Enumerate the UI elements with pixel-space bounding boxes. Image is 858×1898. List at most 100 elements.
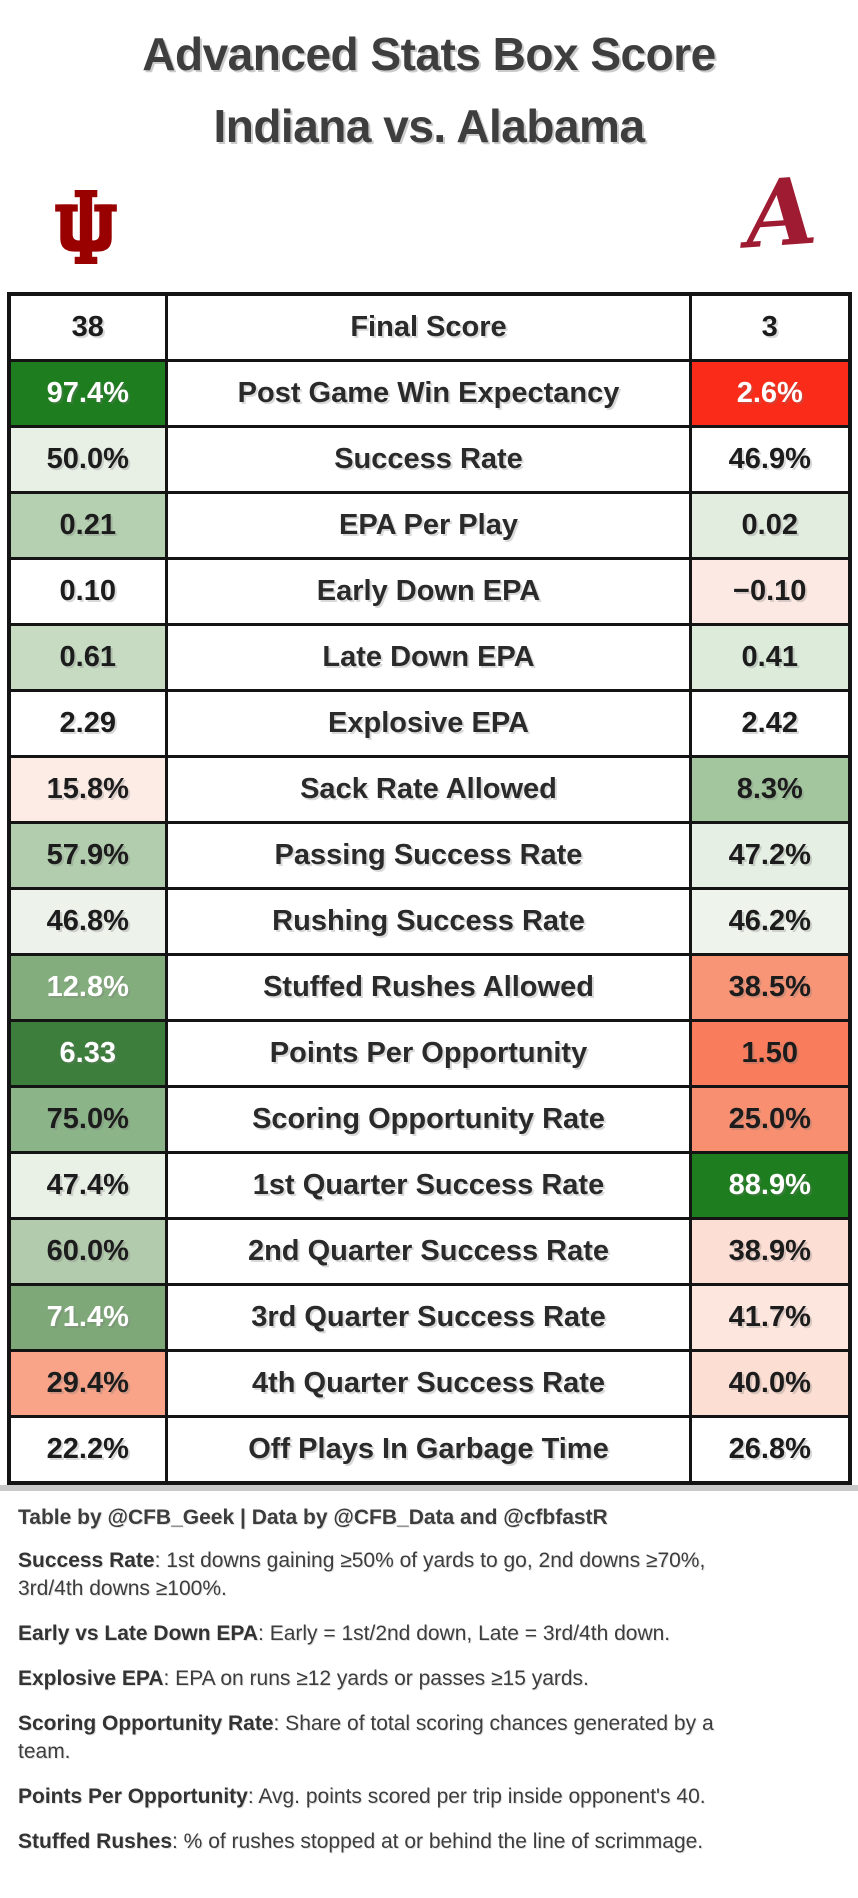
metric-label-cell: Early Down EPA <box>165 557 692 626</box>
table-row: 46.8% Rushing Success Rate 46.2% <box>7 887 851 956</box>
metric-label-cell: Final Score <box>165 292 692 362</box>
table-row: 0.61 Late Down EPA 0.41 <box>7 623 851 692</box>
footnote-label: Success Rate <box>18 1549 155 1572</box>
indiana-value-cell: 47.4% <box>7 1151 168 1220</box>
table-row: 97.4% Post Game Win Expectancy 2.6% <box>7 359 851 428</box>
indiana-value-cell: 97.4% <box>7 359 168 428</box>
alabama-value-cell: 0.41 <box>689 623 851 692</box>
table-row: 71.4% 3rd Quarter Success Rate 41.7% <box>7 1283 851 1352</box>
indiana-value-cell: 6.33 <box>7 1019 168 1088</box>
table-row: 75.0% Scoring Opportunity Rate 25.0% <box>7 1085 851 1154</box>
footnote-label: Stuffed Rushes <box>18 1830 173 1853</box>
metric-label-cell: 1st Quarter Success Rate <box>165 1151 692 1220</box>
metric-label-cell: Sack Rate Allowed <box>165 755 692 824</box>
footnote-text: : Share of total scoring chances generat… <box>18 1712 714 1763</box>
metric-label-cell: Late Down EPA <box>165 623 692 692</box>
page-subtitle: Indiana vs. Alabama <box>213 100 645 152</box>
footnote: Scoring Opportunity Rate: Share of total… <box>18 1710 766 1766</box>
indiana-value-cell: 57.9% <box>7 821 168 890</box>
stats-table-body: 38 Final Score 3 97.4% Post Game Win Expecta… <box>7 292 851 1485</box>
metric-label-cell: EPA Per Play <box>165 491 692 560</box>
table-row: 29.4% 4th Quarter Success Rate 40.0% <box>7 1349 851 1418</box>
table-row: 0.21 EPA Per Play 0.02 <box>7 491 851 560</box>
indiana-value-cell: 12.8% <box>7 953 168 1022</box>
indiana-value-cell: 2.29 <box>7 689 168 758</box>
alabama-value-cell: 88.9% <box>689 1151 851 1220</box>
indiana-value-cell: 46.8% <box>7 887 168 956</box>
footnote-text: : Early = 1st/2nd down, Late = 3rd/4th d… <box>258 1622 671 1645</box>
metric-label-cell: Scoring Opportunity Rate <box>165 1085 692 1154</box>
table-row: 0.10 Early Down EPA −0.10 <box>7 557 851 626</box>
footnote-label: Points Per Opportunity <box>18 1785 248 1808</box>
table-bottom-shadow <box>0 1485 858 1491</box>
metric-label-cell: Post Game Win Expectancy <box>165 359 692 428</box>
metric-label-cell: Rushing Success Rate <box>165 887 692 956</box>
alabama-value-cell: 46.2% <box>689 887 851 956</box>
table-row: 22.2% Off Plays In Garbage Time 26.8% <box>7 1415 851 1485</box>
metric-label-cell: Off Plays In Garbage Time <box>165 1415 692 1485</box>
alabama-logo-icon: A <box>740 156 820 270</box>
header: Advanced Stats Box Score Indiana vs. Ala… <box>0 0 858 162</box>
footnote: Success Rate: 1st downs gaining ≥50% of … <box>18 1547 766 1603</box>
alabama-value-cell: 26.8% <box>689 1415 851 1485</box>
box-score-page: Advanced Stats Box Score Indiana vs. Ala… <box>0 0 858 1856</box>
table-row: 50.0% Success Rate 46.9% <box>7 425 851 494</box>
footnote-label: Scoring Opportunity Rate <box>18 1712 274 1735</box>
indiana-value-cell: 60.0% <box>7 1217 168 1286</box>
indiana-value-cell: 0.10 <box>7 557 168 626</box>
footnote-text: : % of rushes stopped at or behind the l… <box>172 1830 704 1853</box>
team-logos-row: A <box>0 156 858 288</box>
alabama-value-cell: 3 <box>689 292 851 362</box>
footnote: Explosive EPA: EPA on runs ≥12 yards or … <box>18 1665 766 1693</box>
table-row: 2.29 Explosive EPA 2.42 <box>7 689 851 758</box>
indiana-value-cell: 71.4% <box>7 1283 168 1352</box>
footnote-text: : 1st downs gaining ≥50% of yards to go,… <box>18 1549 706 1600</box>
metric-label-cell: Success Rate <box>165 425 692 494</box>
indiana-value-cell: 0.21 <box>7 491 168 560</box>
metric-label-cell: Explosive EPA <box>165 689 692 758</box>
alabama-value-cell: 38.9% <box>689 1217 851 1286</box>
table-row: 15.8% Sack Rate Allowed 8.3% <box>7 755 851 824</box>
metric-label-cell: Passing Success Rate <box>165 821 692 890</box>
table-row: 47.4% 1st Quarter Success Rate 88.9% <box>7 1151 851 1220</box>
metric-label-cell: 2nd Quarter Success Rate <box>165 1217 692 1286</box>
indiana-value-cell: 38 <box>7 292 168 362</box>
table-row: 57.9% Passing Success Rate 47.2% <box>7 821 851 890</box>
alabama-value-cell: 8.3% <box>689 755 851 824</box>
alabama-value-cell: 2.6% <box>689 359 851 428</box>
alabama-value-cell: 0.02 <box>689 491 851 560</box>
indiana-value-cell: 75.0% <box>7 1085 168 1154</box>
metric-label-cell: Stuffed Rushes Allowed <box>165 953 692 1022</box>
alabama-value-cell: 38.5% <box>689 953 851 1022</box>
alabama-value-cell: 40.0% <box>689 1349 851 1418</box>
table-row: 12.8% Stuffed Rushes Allowed 38.5% <box>7 953 851 1022</box>
footnote-text: : Avg. points scored per trip inside opp… <box>247 1785 706 1808</box>
indiana-value-cell: 0.61 <box>7 623 168 692</box>
stats-table: 38 Final Score 3 97.4% Post Game Win Expecta… <box>6 292 852 1485</box>
alabama-value-cell: 41.7% <box>689 1283 851 1352</box>
indiana-value-cell: 22.2% <box>7 1415 168 1485</box>
alabama-value-cell: 47.2% <box>689 821 851 890</box>
alabama-value-cell: 1.50 <box>689 1019 851 1088</box>
footnotes: Success Rate: 1st downs gaining ≥50% of … <box>18 1547 766 1856</box>
footnote-text: : EPA on runs ≥12 yards or passes ≥15 ya… <box>163 1667 589 1690</box>
table-row: 6.33 Points Per Opportunity 1.50 <box>7 1019 851 1088</box>
indiana-logo-icon <box>55 190 117 264</box>
metric-label-cell: 3rd Quarter Success Rate <box>165 1283 692 1352</box>
footnote: Stuffed Rushes: % of rushes stopped at o… <box>18 1828 766 1856</box>
page-title: Advanced Stats Box Score <box>142 28 716 80</box>
table-row: 38 Final Score 3 <box>7 292 851 362</box>
alabama-value-cell: 46.9% <box>689 425 851 494</box>
alabama-value-cell: −0.10 <box>689 557 851 626</box>
alabama-value-cell: 2.42 <box>689 689 851 758</box>
indiana-value-cell: 50.0% <box>7 425 168 494</box>
footnote: Points Per Opportunity: Avg. points scor… <box>18 1783 766 1811</box>
credit-line: Table by @CFB_Geek | Data by @CFB_Data a… <box>18 1506 608 1529</box>
metric-label-cell: Points Per Opportunity <box>165 1019 692 1088</box>
indiana-value-cell: 29.4% <box>7 1349 168 1418</box>
alabama-value-cell: 25.0% <box>689 1085 851 1154</box>
footnote-label: Early vs Late Down EPA <box>18 1622 259 1645</box>
indiana-value-cell: 15.8% <box>7 755 168 824</box>
table-row: 60.0% 2nd Quarter Success Rate 38.9% <box>7 1217 851 1286</box>
footnote-label: Explosive EPA <box>18 1667 164 1690</box>
